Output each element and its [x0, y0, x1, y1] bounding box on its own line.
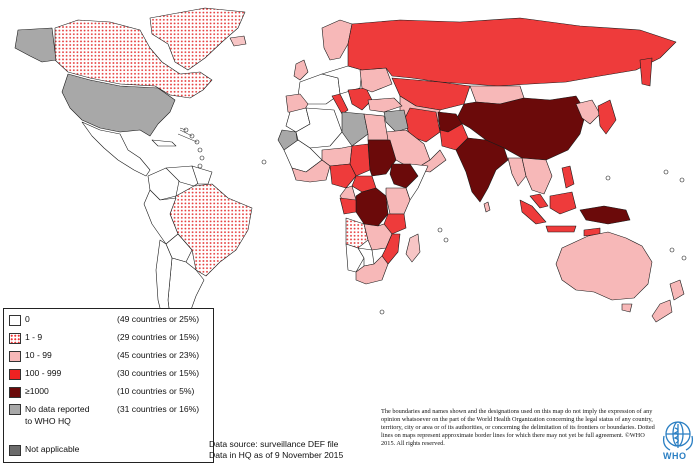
region-china	[455, 95, 587, 161]
legend-item-one-to-nine: 1 - 9 (29 countries or 15%)	[9, 331, 209, 345]
legend-label-line2: to WHO HQ	[25, 416, 71, 426]
region-ukraine	[359, 67, 393, 93]
region-java	[545, 225, 577, 233]
island-marker	[437, 227, 443, 233]
data-source: Data source: surveillance DEF file Data …	[209, 439, 343, 460]
region-balkans	[347, 87, 373, 111]
region-gabon	[339, 197, 357, 215]
legend-swatch	[9, 368, 21, 380]
region-philippines	[561, 165, 575, 189]
legend-count: (45 countries or 23%)	[117, 350, 200, 360]
region-tasmania	[621, 303, 633, 313]
region-nigeria	[329, 163, 357, 189]
legend-swatch	[9, 350, 21, 362]
legend-item-hundred-to-999: 100 - 999 (30 countries or 15%)	[9, 367, 209, 381]
legend-label: ≥1000	[25, 386, 49, 396]
legend-swatch	[9, 386, 21, 398]
region-scandinavia	[321, 19, 353, 61]
region-india	[455, 137, 509, 203]
region-west-africa	[291, 159, 331, 183]
island-marker	[681, 255, 687, 261]
region-congo-drc	[355, 187, 389, 227]
island-marker	[669, 247, 675, 253]
legend-label: 0	[25, 314, 30, 324]
island-marker	[261, 159, 267, 165]
island-marker	[605, 175, 611, 181]
region-new-zealand	[651, 279, 685, 323]
island-marker	[663, 169, 669, 175]
data-source-line: Data source: surveillance DEF file	[209, 439, 339, 449]
disclaimer-text: The boundaries and names shown and the d…	[381, 408, 655, 447]
region-guianas	[191, 165, 213, 185]
region-malaysia	[529, 193, 549, 209]
legend-label: 100 - 999	[25, 368, 62, 378]
legend-label: 1 - 9	[25, 332, 43, 342]
legend-count: (31 countries or 16%)	[117, 404, 200, 414]
region-iceland	[229, 35, 247, 47]
legend-item-over-1000: ≥1000 (10 countries or 5%)	[9, 385, 209, 399]
legend-item-not-applicable: Not applicable	[9, 443, 209, 457]
region-kamchatka	[639, 57, 653, 87]
region-libya	[341, 111, 369, 147]
region-usa	[61, 73, 176, 137]
legend-item-no-data: No data reported to WHO HQ (31 countries…	[9, 403, 209, 429]
region-mexico	[81, 121, 151, 177]
region-indonesia-east	[579, 205, 631, 225]
region-korea-japan	[575, 99, 601, 125]
region-japan	[597, 99, 617, 135]
region-greenland	[149, 7, 246, 71]
region-angola	[345, 217, 369, 249]
map-legend: 0 (49 countries or 25%) 1 - 9 (29 countr…	[3, 308, 214, 463]
legend-label: 10 - 99	[25, 350, 52, 360]
region-australia	[555, 231, 653, 301]
region-borneo	[549, 191, 577, 215]
region-egypt	[363, 113, 389, 141]
who-logo	[662, 421, 694, 451]
legend-label: No data reported	[25, 404, 90, 414]
region-tanzania	[383, 213, 407, 235]
region-south-africa	[355, 255, 389, 285]
legend-count: (30 countries or 15%)	[117, 368, 200, 378]
region-turkey	[367, 97, 403, 113]
legend-label: Not applicable	[25, 444, 80, 454]
island-marker	[199, 155, 205, 161]
legend-item-ten-to-99: 10 - 99 (45 countries or 23%)	[9, 349, 209, 363]
region-italy	[331, 93, 349, 115]
who-logo-text: WHO	[663, 451, 687, 461]
region-sri-lanka	[483, 201, 491, 213]
legend-swatch	[9, 314, 21, 326]
legend-item-zero: 0 (49 countries or 25%)	[9, 313, 209, 327]
region-myanmar	[507, 157, 527, 187]
region-chad	[349, 143, 371, 177]
region-uk	[293, 59, 309, 81]
legend-swatch	[9, 444, 21, 456]
data-date-line: Data in HQ as of 9 November 2015	[209, 449, 344, 460]
legend-count: (10 countries or 5%)	[117, 386, 195, 396]
region-cuba	[151, 139, 177, 147]
region-sumatra	[519, 199, 547, 225]
region-russia	[347, 17, 677, 87]
island-marker	[379, 309, 385, 315]
region-iraq-syria	[383, 109, 409, 133]
region-sudan	[367, 139, 397, 177]
legend-swatch	[9, 404, 21, 415]
legend-swatch	[9, 332, 21, 344]
region-canada	[54, 19, 213, 99]
island-marker	[197, 163, 203, 169]
region-alaska	[14, 27, 57, 63]
island-marker	[197, 147, 203, 153]
island-marker	[443, 237, 449, 243]
region-indochina	[521, 157, 553, 195]
island-marker	[679, 177, 685, 183]
region-east-africa	[385, 187, 411, 215]
legend-count: (49 countries or 25%)	[117, 314, 200, 324]
legend-count: (29 countries or 15%)	[117, 332, 200, 342]
region-madagascar	[405, 233, 421, 263]
